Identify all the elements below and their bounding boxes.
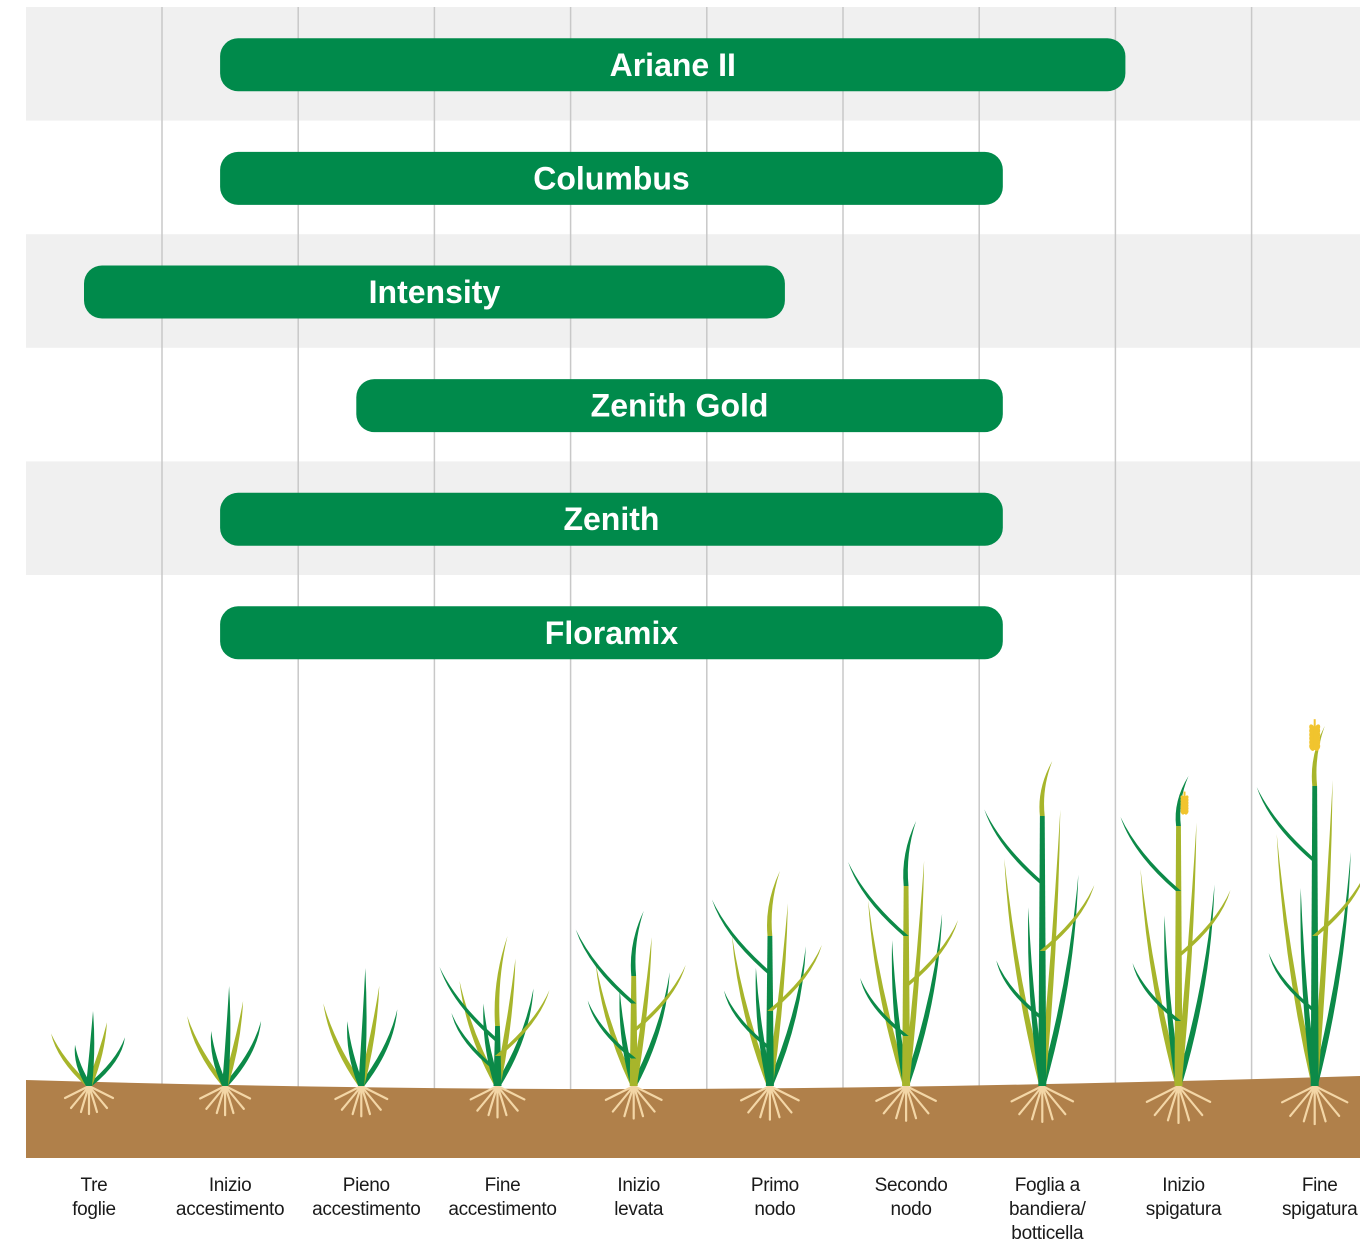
bar-label: Columbus [533, 160, 689, 196]
product-bar: Zenith [220, 492, 1003, 546]
stage-label: Fine accestimento [448, 1175, 556, 1220]
plant-illustration [187, 986, 262, 1117]
stage-label: Foglia a bandiera/botticella [1009, 1175, 1087, 1244]
bar-shape [220, 492, 1003, 546]
bar-shape [220, 151, 1003, 205]
product-bar: Columbus [220, 151, 1003, 205]
stage-label: Inizio accestimento [176, 1175, 284, 1220]
plant-illustration [1256, 719, 1360, 1126]
product-bar: Floramix [220, 606, 1003, 660]
plant-illustration [711, 871, 822, 1121]
stage-label: Fine spigatura [1282, 1175, 1358, 1220]
plant-illustrations [51, 719, 1360, 1126]
bar-label: Zenith Gold [591, 388, 769, 424]
product-bar: Intensity [84, 265, 785, 319]
stage-label: Pieno accestimento [312, 1175, 420, 1220]
stage-labels: Tre foglie Inizio accestimento Pieno accestim… [72, 1175, 1358, 1244]
bar-label: Zenith [563, 501, 659, 537]
bar-shape [220, 606, 1003, 660]
plant-illustration [575, 911, 686, 1120]
stage-label: Tre foglie [72, 1175, 116, 1220]
plant-illustration [984, 761, 1095, 1123]
plant-illustration [848, 821, 959, 1122]
stage-label: Secondo nodo [875, 1175, 948, 1220]
product-bar: Ariane II [220, 38, 1126, 92]
plant-illustration [323, 968, 398, 1118]
plant-illustration [1120, 776, 1231, 1125]
stage-label: Inizio levata [614, 1175, 664, 1220]
bar-shape [84, 265, 785, 319]
plant-illustration [51, 1011, 125, 1116]
product-bar: Zenith Gold [356, 379, 1003, 433]
soil-strip [26, 1076, 1360, 1158]
bar-label: Floramix [545, 615, 679, 651]
bar-shape [220, 38, 1126, 92]
plant-illustration [439, 936, 550, 1119]
product-bars: Ariane II Columbus Intensity Zenith Gold Zen… [84, 38, 1126, 660]
bar-label: Intensity [369, 274, 501, 310]
bar-label: Ariane II [610, 47, 736, 83]
bar-shape [356, 379, 1003, 433]
stage-label: Primo nodo [751, 1175, 799, 1220]
stage-label: Inizio spigatura [1146, 1175, 1222, 1220]
soil-ground [26, 1076, 1360, 1158]
